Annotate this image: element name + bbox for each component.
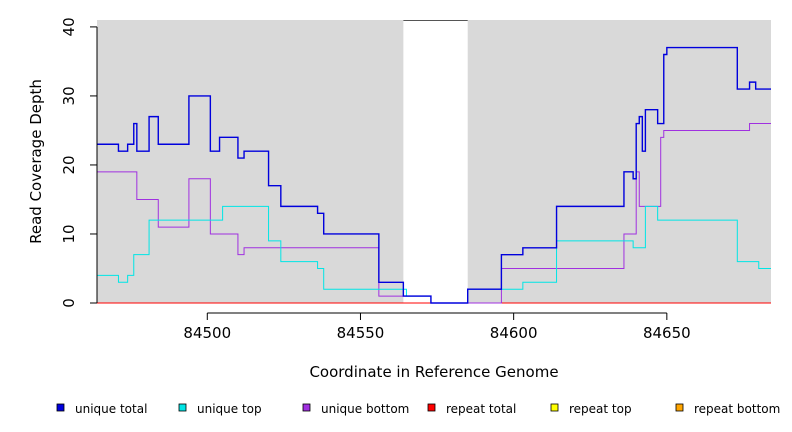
x-tick-label: 84500	[183, 324, 231, 342]
legend-label: unique total	[75, 402, 147, 416]
legend-swatch	[178, 403, 187, 412]
gap-region	[403, 20, 468, 303]
series-line-unique-top	[97, 205, 771, 304]
x-tick-label: 84550	[337, 324, 385, 342]
y-tick-label: 10	[60, 224, 78, 243]
y-tick-label: 20	[60, 155, 78, 174]
legend-label: repeat bottom	[694, 402, 780, 416]
legend-label: repeat top	[569, 402, 632, 416]
legend-label: unique bottom	[321, 402, 409, 416]
legend-swatch	[427, 403, 436, 412]
series-line-unique-bottom	[97, 123, 771, 304]
plot-area	[97, 20, 771, 303]
legend-label: repeat total	[446, 402, 516, 416]
series-layer	[97, 46, 771, 304]
legend-swatch	[56, 403, 65, 412]
y-axis-title: Read Coverage Depth	[27, 79, 45, 244]
y-tick-label: 30	[60, 86, 78, 105]
series-line-unique-total	[97, 46, 771, 304]
legend-swatch	[675, 403, 684, 412]
legend-label: unique top	[197, 402, 262, 416]
y-tick-label: 0	[60, 298, 78, 308]
x-tick-label: 84600	[490, 324, 538, 342]
legend-swatch	[550, 403, 559, 412]
y-tick-label: 40	[60, 17, 78, 36]
x-axis-title: Coordinate in Reference Genome	[309, 363, 558, 381]
legend-swatch	[302, 403, 311, 412]
x-tick-label: 84650	[643, 324, 691, 342]
axes: 0 10 20 30 40 84500 84550 84600 84650	[60, 17, 691, 342]
legend: unique total unique top unique bottom repea…	[56, 402, 780, 416]
